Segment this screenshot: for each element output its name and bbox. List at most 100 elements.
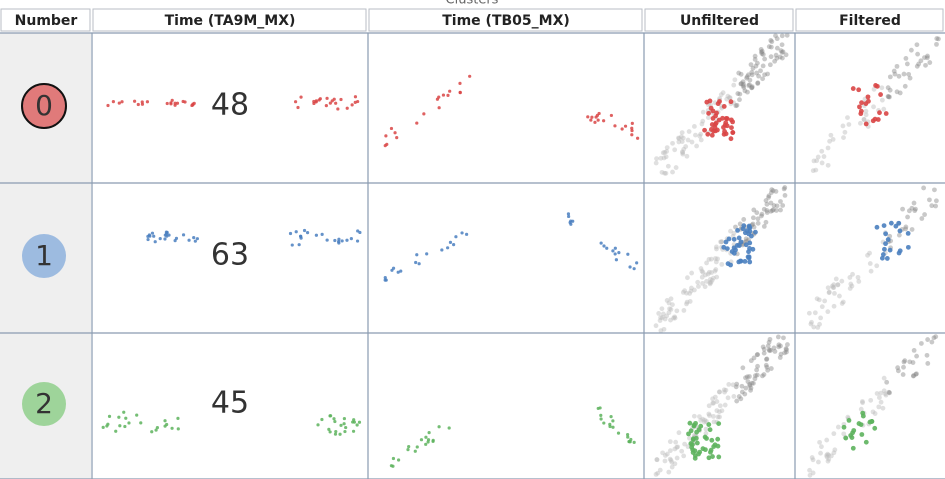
dot [672,461,678,467]
dot [699,268,705,274]
dot [681,453,687,459]
dot [830,285,836,290]
dot [777,54,783,60]
dot [294,230,298,234]
dot [696,451,701,457]
dot [713,113,718,119]
dot [170,98,174,102]
dot [700,416,706,422]
dot [746,83,752,88]
dot [712,124,718,130]
dot [878,92,883,97]
dot [753,229,758,235]
dot [687,299,693,304]
dot [764,356,770,362]
dot [665,163,671,169]
dot [912,208,918,214]
dot [766,193,772,199]
dot [746,224,752,230]
dot [599,241,603,245]
dot [901,71,907,77]
dot [774,203,780,209]
dot [871,104,876,110]
dot [877,395,882,400]
dot [911,200,917,206]
dot [922,212,928,217]
dot [317,98,321,102]
dot [710,413,716,419]
dot [609,113,614,118]
dot [750,215,756,221]
dot [806,310,812,316]
dot [739,383,745,389]
dot [809,455,815,460]
dot [868,268,874,274]
dot [383,276,387,280]
dot [664,313,670,319]
dot [393,131,397,135]
dot [343,429,347,434]
dot [702,127,707,133]
dot [685,275,690,281]
dot [674,455,680,461]
dot [654,457,660,462]
dot [738,81,744,87]
dot [599,413,603,417]
dot [762,56,768,62]
dot [154,428,158,432]
dot [765,71,770,77]
dot [903,56,909,61]
dot [653,471,659,477]
dot [174,236,179,240]
dot [767,348,772,354]
dot [848,281,854,287]
dot [705,271,711,277]
dot [424,435,428,439]
dot [718,239,724,245]
dot [691,123,697,129]
dot [750,65,756,71]
dot [887,87,893,93]
dot [342,422,346,426]
dot [707,427,713,433]
dot [778,207,783,213]
dot [764,210,770,215]
dot [708,279,714,285]
dot [468,74,472,78]
dot [736,394,742,399]
dot [887,390,892,396]
dot [759,51,765,57]
dot [881,223,887,229]
dot [630,121,634,125]
dot [771,207,776,212]
column-header: Time (TA9M_MX) [165,13,296,29]
dot [893,223,899,229]
dot [685,137,691,143]
dot [460,231,464,235]
dot [730,119,735,125]
dot [905,244,911,250]
dot [706,422,712,427]
dot [635,261,639,265]
dot [693,435,699,441]
dot [342,416,346,421]
dot [818,450,823,456]
dot [859,100,864,106]
dot [716,421,722,426]
dot [176,416,180,420]
dot [773,33,778,39]
dot [817,321,822,327]
dot [830,137,836,142]
dot [749,72,755,78]
dot [722,389,727,395]
dot [909,205,915,211]
dot [824,454,830,460]
dot [668,457,674,463]
dot [756,73,762,79]
dot [752,57,758,62]
dot [740,365,746,371]
dot [723,387,729,393]
dot [679,448,685,454]
dot [878,390,884,396]
column-header: Number [15,13,78,29]
